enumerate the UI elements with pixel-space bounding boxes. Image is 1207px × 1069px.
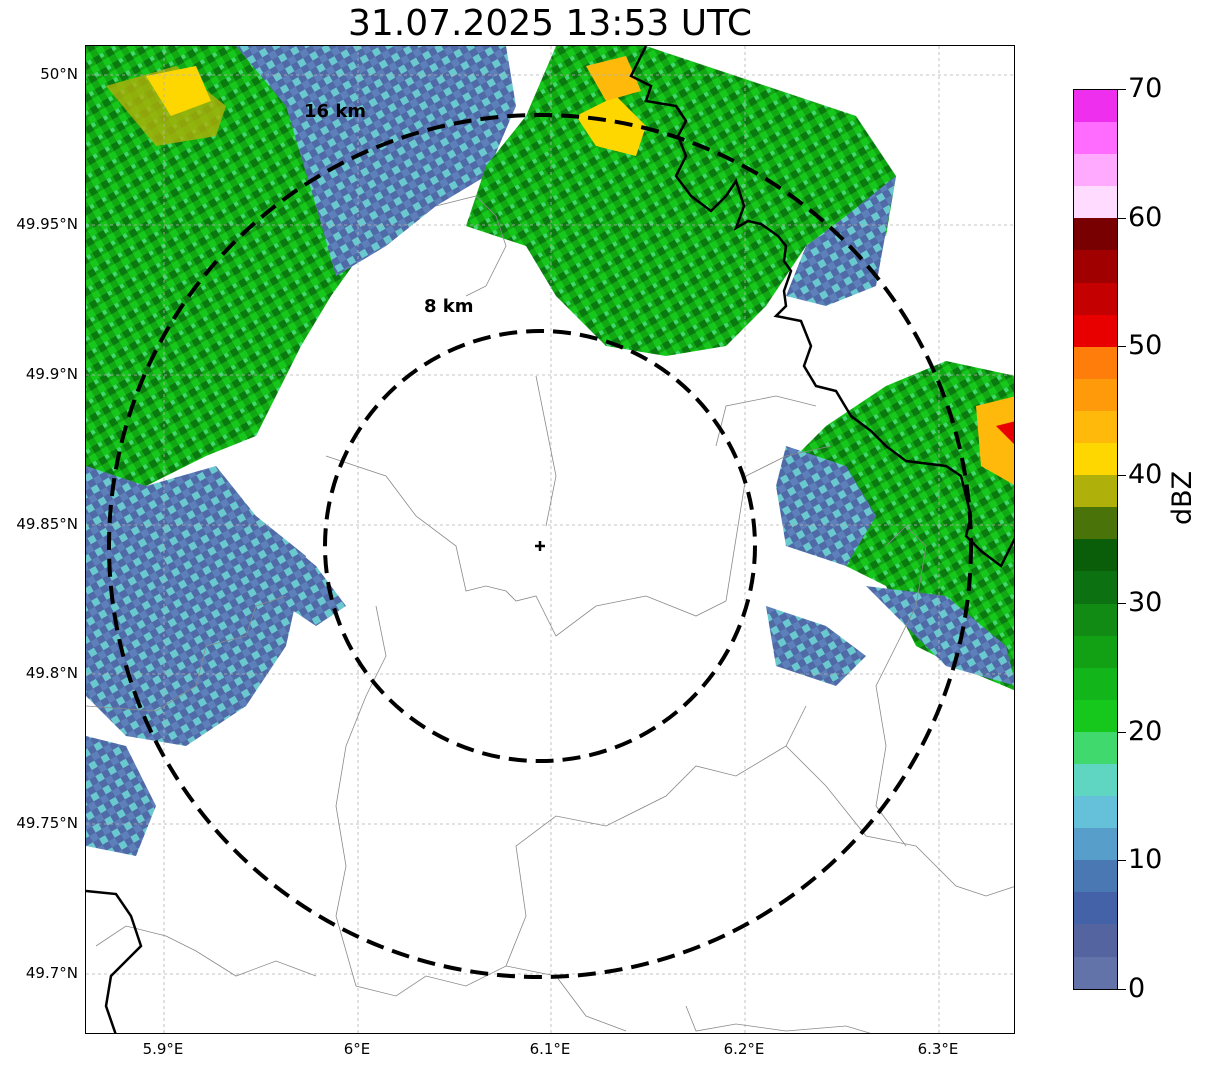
colorbar-segment (1074, 860, 1117, 893)
range-label-16km: 16 km (304, 101, 367, 122)
x-tick-label: 6.3°E (917, 1040, 959, 1058)
colorbar-segment (1074, 154, 1117, 187)
colorbar-tick (1118, 731, 1126, 733)
colorbar-segment (1074, 924, 1117, 957)
colorbar-tick (1118, 989, 1126, 990)
y-tick-label: 49.85°N (16, 515, 78, 533)
colorbar-segment (1074, 346, 1117, 379)
radar-map[interactable]: 16 km 8 km (85, 45, 1015, 1034)
range-label-8km: 8 km (424, 296, 474, 317)
colorbar-segment (1074, 186, 1117, 219)
colorbar-tick-label: 40 (1128, 458, 1163, 490)
colorbar-segment (1074, 699, 1117, 732)
colorbar-segment (1074, 122, 1117, 155)
precipitation-layer (86, 46, 1014, 856)
y-tick-label: 50°N (40, 65, 78, 83)
colorbar-segment (1074, 956, 1117, 989)
colorbar-tick-label: 70 (1128, 73, 1163, 104)
y-tick-label: 49.7°N (25, 964, 78, 982)
colorbar-segment (1074, 410, 1117, 444)
y-tick-label: 49.8°N (25, 664, 78, 682)
y-tick-label: 49.9°N (25, 365, 78, 383)
colorbar-unit-label: dBZ (1167, 470, 1198, 525)
range-ring-16km (107, 113, 973, 979)
colorbar-tick-label: 10 (1128, 844, 1163, 876)
radar-map-canvas (86, 46, 1014, 1033)
colorbar-tick (1118, 346, 1126, 348)
colorbar-segment (1074, 378, 1117, 411)
colorbar-segment (1074, 763, 1117, 797)
colorbar-tick-label: 0 (1128, 973, 1146, 1004)
colorbar-tick (1118, 474, 1126, 476)
colorbar-segment (1074, 603, 1117, 636)
colorbar-segment (1074, 796, 1117, 829)
y-tick-label: 49.75°N (16, 814, 78, 832)
colorbar-tick-label: 20 (1128, 715, 1163, 747)
colorbar-segment (1074, 90, 1117, 123)
admin-boundaries (86, 195, 1014, 1033)
x-tick-label: 5.9°E (142, 1040, 184, 1058)
x-tick-label: 6.2°E (723, 1040, 765, 1058)
colorbar-tick (1118, 89, 1126, 90)
colorbar-tick (1118, 217, 1126, 219)
y-tick-label: 49.95°N (16, 215, 78, 233)
colorbar-segment (1074, 828, 1117, 861)
national-border (86, 46, 1014, 1033)
colorbar-segment (1074, 218, 1117, 251)
colorbar-segment (1074, 571, 1117, 604)
graticule (86, 46, 1014, 1033)
colorbar-tick-label: 60 (1128, 201, 1163, 233)
colorbar-tick (1118, 603, 1126, 605)
radar-site-marker (535, 541, 545, 551)
colorbar-segment (1074, 507, 1117, 540)
colorbar (1073, 89, 1118, 990)
colorbar-segment (1074, 443, 1117, 476)
colorbar-segment (1074, 539, 1117, 572)
colorbar-segment (1074, 892, 1117, 925)
colorbar-tick-label: 50 (1128, 330, 1163, 362)
colorbar-segment (1074, 635, 1117, 668)
colorbar-segment (1074, 731, 1117, 764)
colorbar-segment (1074, 475, 1117, 508)
colorbar-segment (1074, 314, 1117, 347)
colorbar-tick-label: 30 (1128, 587, 1163, 619)
x-tick-label: 6.1°E (529, 1040, 571, 1058)
colorbar-segment (1074, 282, 1117, 315)
colorbar-segment (1074, 667, 1117, 700)
map-title: 31.07.2025 13:53 UTC (347, 3, 753, 44)
range-ring-8km (323, 329, 757, 763)
colorbar-segment (1074, 250, 1117, 283)
range-rings (107, 113, 973, 979)
x-tick-label: 6°E (343, 1040, 371, 1058)
colorbar-tick (1118, 860, 1126, 862)
